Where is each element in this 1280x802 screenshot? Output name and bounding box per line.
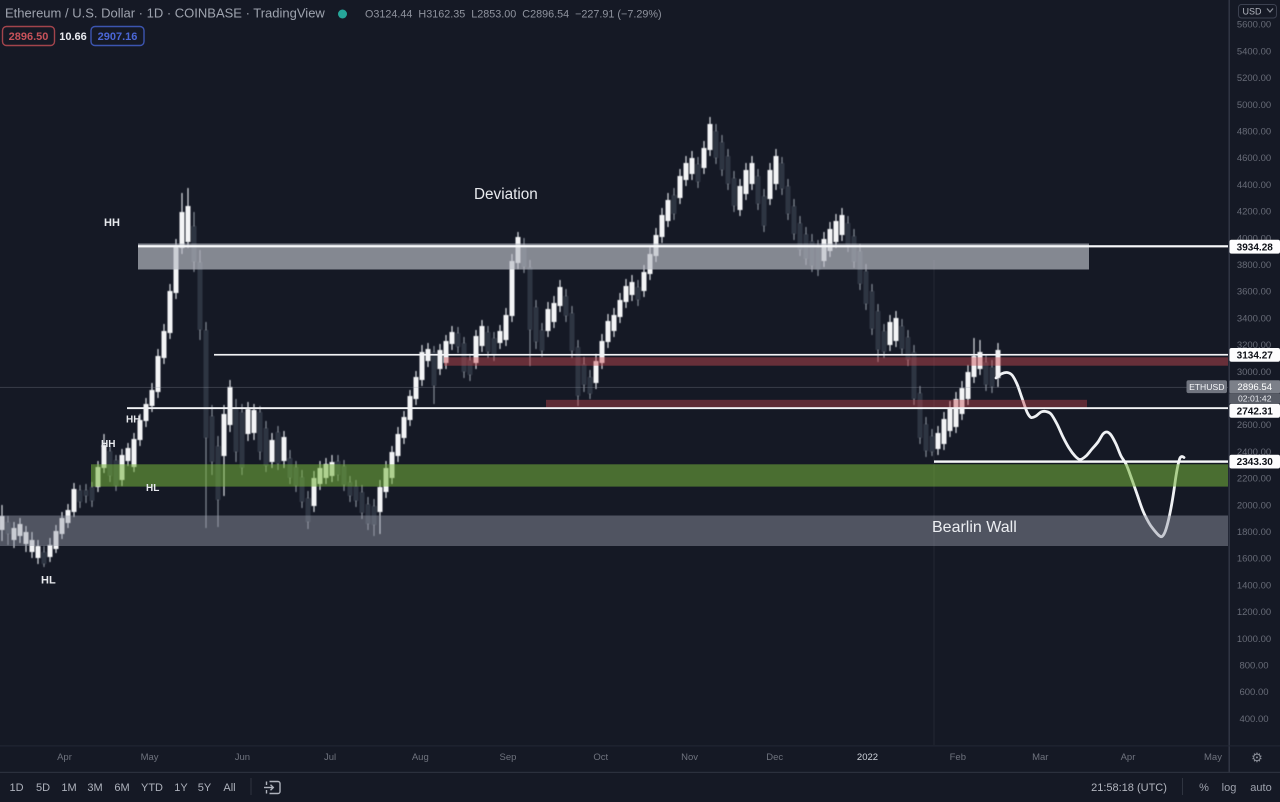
svg-text:3M: 3M <box>87 782 102 794</box>
svg-text:3000.00: 3000.00 <box>1237 367 1271 378</box>
svg-text:Ethereum / U.S. Dollar · 1D ·: Ethereum / U.S. Dollar · 1D · COINBASE ·… <box>5 6 325 21</box>
svg-text:1M: 1M <box>61 782 76 794</box>
svg-text:5600.00: 5600.00 <box>1237 20 1271 31</box>
svg-text:May: May <box>141 752 159 763</box>
svg-text:HH: HH <box>101 439 115 450</box>
svg-text:3400.00: 3400.00 <box>1237 313 1271 324</box>
svg-text:HL: HL <box>146 483 159 494</box>
svg-text:USD: USD <box>1242 6 1262 16</box>
svg-text:5200.00: 5200.00 <box>1237 73 1271 84</box>
svg-text:2896.50: 2896.50 <box>9 31 49 43</box>
svg-text:2742.31: 2742.31 <box>1237 406 1274 417</box>
svg-text:HH: HH <box>126 415 140 426</box>
svg-text:⚙: ⚙ <box>1251 750 1263 765</box>
svg-text:2400.00: 2400.00 <box>1237 447 1271 458</box>
svg-text:4000.00: 4000.00 <box>1237 233 1271 244</box>
svg-text:auto: auto <box>1250 782 1271 794</box>
svg-text:1600.00: 1600.00 <box>1237 554 1271 565</box>
svg-text:Oct: Oct <box>593 752 608 763</box>
svg-text:1400.00: 1400.00 <box>1237 580 1271 591</box>
svg-text:2200.00: 2200.00 <box>1237 474 1271 485</box>
svg-text:Nov: Nov <box>681 752 698 763</box>
svg-text:Apr: Apr <box>57 752 72 763</box>
svg-text:1000.00: 1000.00 <box>1237 634 1271 645</box>
svg-text:5Y: 5Y <box>198 782 212 794</box>
svg-text:3600.00: 3600.00 <box>1237 287 1271 298</box>
svg-text:Aug: Aug <box>412 752 429 763</box>
svg-text:3800.00: 3800.00 <box>1237 260 1271 271</box>
svg-text:Sep: Sep <box>500 752 517 763</box>
svg-text:log: log <box>1222 782 1237 794</box>
svg-text:May: May <box>1204 752 1222 763</box>
svg-text:2343.30: 2343.30 <box>1237 457 1274 468</box>
svg-text:02:01:42: 02:01:42 <box>1238 394 1272 404</box>
svg-text:Dec: Dec <box>766 752 783 763</box>
svg-text:800.00: 800.00 <box>1239 661 1268 672</box>
svg-text:%: % <box>1199 782 1209 794</box>
svg-text:Jun: Jun <box>235 752 250 763</box>
svg-text:6M: 6M <box>114 782 129 794</box>
svg-text:5000.00: 5000.00 <box>1237 100 1271 111</box>
svg-text:Bearlin Wall: Bearlin Wall <box>932 519 1017 536</box>
svg-text:2000.00: 2000.00 <box>1237 500 1271 511</box>
svg-text:4400.00: 4400.00 <box>1237 180 1271 191</box>
svg-text:Mar: Mar <box>1032 752 1048 763</box>
svg-text:ETHUSD: ETHUSD <box>1189 382 1224 392</box>
svg-text:4600.00: 4600.00 <box>1237 153 1271 164</box>
svg-text:2600.00: 2600.00 <box>1237 420 1271 431</box>
svg-text:4800.00: 4800.00 <box>1237 127 1271 138</box>
svg-text:3200.00: 3200.00 <box>1237 340 1271 351</box>
svg-text:2896.54: 2896.54 <box>1237 382 1272 393</box>
svg-text:HH: HH <box>104 217 120 229</box>
svg-text:3934.28: 3934.28 <box>1237 242 1274 253</box>
svg-text:3134.27: 3134.27 <box>1237 351 1274 362</box>
svg-text:Deviation: Deviation <box>474 186 538 203</box>
svg-text:YTD: YTD <box>141 782 163 794</box>
svg-text:21:58:18 (UTC): 21:58:18 (UTC) <box>1091 782 1167 794</box>
svg-text:1800.00: 1800.00 <box>1237 527 1271 538</box>
svg-text:1200.00: 1200.00 <box>1237 607 1271 618</box>
svg-text:Apr: Apr <box>1121 752 1136 763</box>
svg-text:1D: 1D <box>9 782 23 794</box>
svg-text:Jul: Jul <box>324 752 336 763</box>
svg-text:600.00: 600.00 <box>1239 687 1268 698</box>
svg-text:All: All <box>223 782 235 794</box>
svg-text:HL: HL <box>41 575 56 587</box>
svg-text:5400.00: 5400.00 <box>1237 46 1271 57</box>
svg-text:Feb: Feb <box>950 752 966 763</box>
svg-text:2907.16: 2907.16 <box>98 31 138 43</box>
svg-text:5D: 5D <box>36 782 50 794</box>
svg-text:10.66: 10.66 <box>59 31 87 43</box>
svg-text:1Y: 1Y <box>174 782 188 794</box>
svg-text:2022: 2022 <box>857 752 878 763</box>
svg-text:4200.00: 4200.00 <box>1237 207 1271 218</box>
svg-text:O3124.44 H3162.35 L2853.00: O3124.44 H3162.35 L2853.00 C2896.54 −227… <box>365 9 662 21</box>
svg-text:400.00: 400.00 <box>1239 714 1268 725</box>
